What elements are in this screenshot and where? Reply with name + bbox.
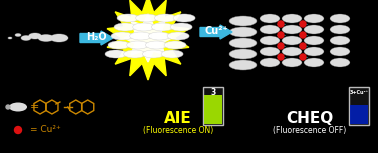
Polygon shape — [200, 25, 232, 39]
Circle shape — [300, 43, 306, 49]
Text: (Fluorescence ON): (Fluorescence ON) — [143, 127, 213, 136]
Ellipse shape — [260, 47, 280, 56]
Ellipse shape — [117, 14, 139, 22]
Ellipse shape — [28, 33, 42, 39]
Ellipse shape — [127, 41, 149, 49]
Ellipse shape — [20, 35, 31, 41]
Ellipse shape — [50, 34, 68, 43]
Polygon shape — [124, 14, 172, 62]
Ellipse shape — [143, 50, 164, 58]
Circle shape — [6, 105, 10, 109]
Circle shape — [14, 127, 22, 134]
Ellipse shape — [21, 35, 31, 41]
Ellipse shape — [330, 14, 350, 23]
Ellipse shape — [282, 25, 302, 34]
Ellipse shape — [38, 34, 54, 41]
Ellipse shape — [28, 32, 42, 39]
Ellipse shape — [260, 58, 280, 67]
Ellipse shape — [304, 58, 324, 67]
Ellipse shape — [304, 25, 324, 34]
Ellipse shape — [330, 47, 350, 56]
Ellipse shape — [8, 37, 12, 39]
Ellipse shape — [173, 14, 195, 22]
Ellipse shape — [260, 36, 280, 45]
Ellipse shape — [167, 32, 189, 40]
Circle shape — [278, 32, 284, 38]
Ellipse shape — [229, 16, 257, 26]
Polygon shape — [80, 31, 113, 45]
Ellipse shape — [114, 23, 136, 31]
Ellipse shape — [282, 58, 302, 67]
Ellipse shape — [330, 58, 350, 67]
Ellipse shape — [229, 38, 257, 48]
Ellipse shape — [304, 36, 324, 45]
Ellipse shape — [170, 23, 192, 31]
Ellipse shape — [304, 47, 324, 56]
Ellipse shape — [282, 36, 302, 45]
Ellipse shape — [8, 37, 12, 39]
Ellipse shape — [229, 49, 257, 59]
Text: Cu²⁺: Cu²⁺ — [204, 26, 228, 36]
Text: CHEQ: CHEQ — [287, 110, 334, 125]
Ellipse shape — [260, 14, 280, 23]
FancyBboxPatch shape — [204, 95, 222, 124]
FancyBboxPatch shape — [350, 105, 368, 124]
Ellipse shape — [164, 41, 186, 49]
Ellipse shape — [15, 34, 21, 37]
Ellipse shape — [149, 32, 170, 40]
Ellipse shape — [14, 33, 22, 37]
Ellipse shape — [154, 14, 177, 22]
Text: = Cu²⁺: = Cu²⁺ — [30, 125, 61, 134]
Ellipse shape — [330, 36, 350, 45]
Ellipse shape — [108, 41, 130, 49]
Ellipse shape — [9, 103, 27, 112]
Ellipse shape — [260, 25, 280, 34]
Ellipse shape — [146, 41, 167, 49]
Ellipse shape — [105, 50, 127, 58]
Ellipse shape — [161, 50, 183, 58]
Circle shape — [278, 21, 284, 27]
Ellipse shape — [282, 14, 302, 23]
Text: 3+Cu²⁺: 3+Cu²⁺ — [349, 90, 369, 95]
Ellipse shape — [124, 50, 146, 58]
Ellipse shape — [330, 25, 350, 34]
Text: =: = — [30, 102, 39, 112]
Text: AIE: AIE — [164, 110, 192, 125]
Ellipse shape — [229, 27, 257, 37]
Circle shape — [300, 32, 306, 38]
Ellipse shape — [304, 14, 324, 23]
Ellipse shape — [37, 34, 54, 42]
Text: (Fluorescence OFF): (Fluorescence OFF) — [273, 127, 347, 136]
FancyBboxPatch shape — [349, 87, 369, 125]
Text: 3: 3 — [211, 88, 215, 97]
Circle shape — [300, 54, 306, 60]
Circle shape — [278, 43, 284, 49]
FancyBboxPatch shape — [203, 87, 223, 125]
Ellipse shape — [130, 32, 152, 40]
Ellipse shape — [50, 34, 68, 42]
Ellipse shape — [133, 23, 155, 31]
Circle shape — [278, 54, 284, 60]
Circle shape — [300, 21, 306, 27]
Ellipse shape — [229, 60, 257, 70]
Ellipse shape — [152, 23, 174, 31]
Ellipse shape — [111, 32, 133, 40]
Ellipse shape — [282, 47, 302, 56]
Text: H₂O: H₂O — [86, 32, 107, 42]
Ellipse shape — [136, 14, 158, 22]
Polygon shape — [107, 0, 189, 80]
